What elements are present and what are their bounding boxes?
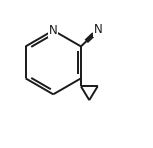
Text: N: N	[94, 23, 103, 36]
Text: N: N	[49, 24, 58, 37]
